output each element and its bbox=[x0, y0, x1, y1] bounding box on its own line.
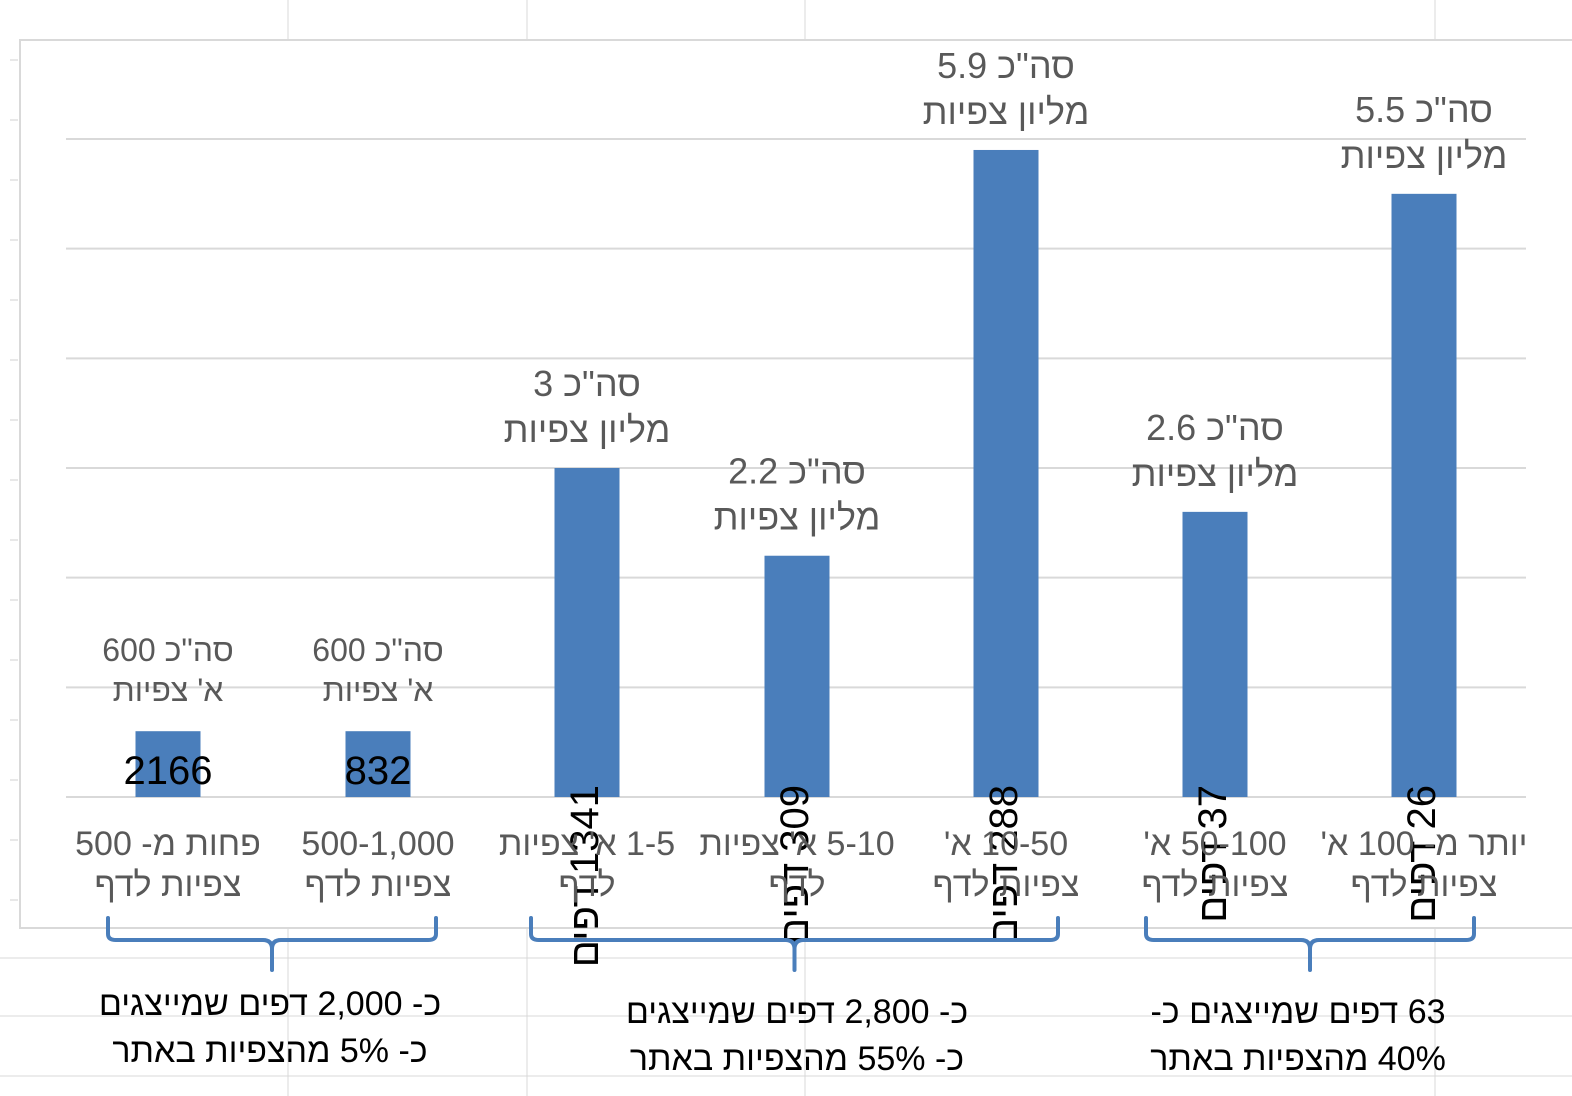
category-label: צפיות לדף bbox=[305, 866, 452, 904]
bar-2 bbox=[345, 731, 411, 797]
category-label: לדף bbox=[768, 866, 825, 904]
category-label: 50-100 א' bbox=[1143, 825, 1286, 863]
bar-total-label: סה"כ 5.5 bbox=[1355, 89, 1493, 130]
category-label: צפיות לדף bbox=[95, 866, 242, 904]
bar-total-label: מליון צפיות bbox=[1341, 135, 1508, 176]
bar-3 bbox=[554, 468, 620, 797]
group-label: 63 דפים שמייצגים כ- bbox=[1150, 993, 1445, 1031]
bar-7 bbox=[1391, 193, 1457, 798]
bar-total-label: סה"כ 600 bbox=[102, 632, 233, 668]
category-label: 500-1,000 bbox=[301, 825, 454, 863]
category-label: 10-50 א' bbox=[944, 825, 1068, 863]
group-label: כ- 55% מהצפיות באתר bbox=[630, 1040, 964, 1078]
bar-total-label: סה"כ 600 bbox=[312, 632, 443, 668]
bar-pages-label: 37 דפים bbox=[1191, 785, 1235, 923]
bar-6 bbox=[1182, 511, 1248, 797]
category-label: 1-5 א' צפיות bbox=[499, 825, 675, 863]
bar-total-label: מליון צפיות bbox=[504, 409, 671, 450]
bar-total-label: סה"כ 2.6 bbox=[1146, 407, 1284, 448]
group-brace bbox=[106, 916, 438, 972]
group-label: כ- 5% מהצפיות באתר bbox=[112, 1032, 427, 1070]
category-label: לדף bbox=[558, 866, 615, 904]
group-brace bbox=[1144, 916, 1476, 972]
bar-total-label: סה"כ 5.9 bbox=[937, 45, 1075, 86]
category-label: צפיות לדף bbox=[1142, 866, 1289, 904]
bar-1 bbox=[135, 731, 201, 797]
group-brace bbox=[529, 916, 1060, 972]
group-label: 40% מהצפיות באתר bbox=[1150, 1040, 1446, 1078]
bar-total-label: א' צפיות bbox=[113, 672, 224, 708]
bar-total-label: מליון צפיות bbox=[923, 91, 1090, 132]
group-label: כ- 2,000 דפים שמייצגים bbox=[99, 985, 441, 1023]
bar-total-label: מליון צפיות bbox=[1132, 453, 1299, 494]
category-label: יותר מ- 100 א' bbox=[1321, 825, 1528, 863]
category-label: פחות מ- 500 bbox=[75, 825, 261, 863]
category-label: 5-10 א' צפיות bbox=[699, 825, 894, 863]
bar-pages-label: 2166 bbox=[124, 749, 213, 793]
bar-4 bbox=[764, 555, 830, 797]
bar-pages-label: 832 bbox=[345, 749, 412, 793]
bar-5 bbox=[973, 149, 1039, 797]
bar-total-label: סה"כ 3 bbox=[533, 363, 641, 404]
bar-pages-label: 288 דפים bbox=[982, 785, 1026, 945]
category-label: צפיות לדף bbox=[1351, 866, 1498, 904]
bar-pages-label: 1341 דפים bbox=[563, 785, 607, 967]
group-label: כ- 2,800 דפים שמייצגים bbox=[626, 993, 968, 1031]
bar-pages-label: 26 דפים bbox=[1400, 785, 1444, 923]
bar-total-label: א' צפיות bbox=[323, 672, 434, 708]
category-label: צפיות לדף bbox=[933, 866, 1080, 904]
bar-total-label: סה"כ 2.2 bbox=[728, 451, 866, 492]
bar-pages-label: 309 דפים bbox=[773, 785, 817, 945]
bar-total-label: מליון צפיות bbox=[714, 497, 881, 538]
